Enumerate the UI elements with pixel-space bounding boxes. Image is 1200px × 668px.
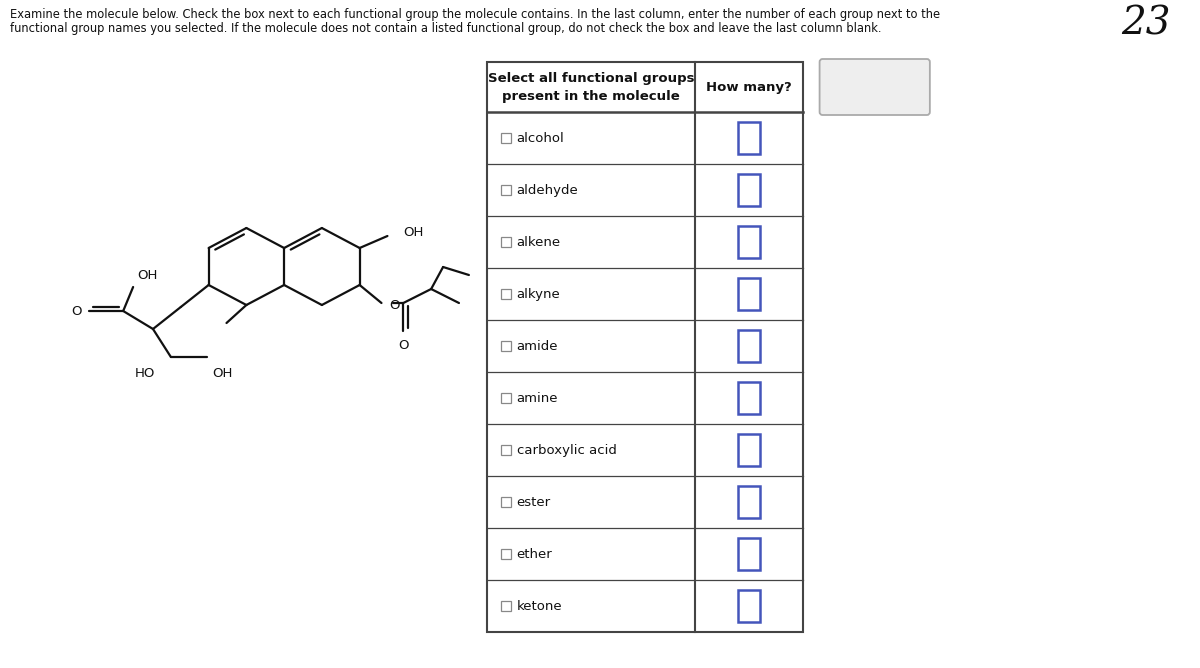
Bar — [738, 279, 760, 309]
Bar — [738, 486, 760, 518]
Text: amide: amide — [516, 339, 558, 353]
Text: alkyne: alkyne — [516, 287, 560, 301]
Text: OH: OH — [137, 269, 157, 281]
Bar — [500, 289, 511, 299]
Bar — [500, 133, 511, 143]
Bar — [500, 445, 511, 455]
FancyBboxPatch shape — [820, 59, 930, 115]
Text: functional group names you selected. If the molecule does not contain a listed f: functional group names you selected. If … — [10, 22, 882, 35]
Text: How many?: How many? — [706, 81, 792, 94]
Bar — [500, 185, 511, 195]
Text: ketone: ketone — [516, 599, 563, 613]
Text: OH: OH — [212, 367, 233, 379]
Text: ↺: ↺ — [889, 77, 906, 97]
Text: aldehyde: aldehyde — [516, 184, 578, 196]
Text: HO: HO — [136, 367, 156, 379]
Bar — [738, 538, 760, 570]
Text: carboxylic acid: carboxylic acid — [516, 444, 617, 456]
Bar — [500, 393, 511, 403]
Text: ether: ether — [516, 548, 552, 560]
Text: ester: ester — [516, 496, 551, 508]
Text: 23: 23 — [1121, 5, 1170, 42]
Bar — [738, 174, 760, 206]
Bar — [500, 601, 511, 611]
Text: alkene: alkene — [516, 236, 560, 248]
Text: O: O — [71, 305, 82, 317]
Bar — [738, 226, 760, 258]
Bar — [500, 341, 511, 351]
Text: O: O — [398, 339, 408, 351]
Text: amine: amine — [516, 391, 558, 405]
Bar — [500, 237, 511, 247]
Text: ×: × — [845, 77, 863, 97]
Text: Select all functional groups
present in the molecule: Select all functional groups present in … — [488, 71, 695, 102]
Bar — [738, 434, 760, 466]
Bar — [500, 497, 511, 507]
Bar — [738, 122, 760, 154]
Text: Examine the molecule below. Check the box next to each functional group the mole: Examine the molecule below. Check the bo… — [10, 8, 940, 21]
Bar — [738, 591, 760, 622]
Bar — [738, 331, 760, 361]
Bar — [500, 549, 511, 559]
Text: OH: OH — [403, 226, 424, 238]
Text: alcohol: alcohol — [516, 132, 564, 144]
Text: O: O — [390, 299, 400, 311]
Bar — [738, 382, 760, 413]
Bar — [487, 62, 803, 632]
